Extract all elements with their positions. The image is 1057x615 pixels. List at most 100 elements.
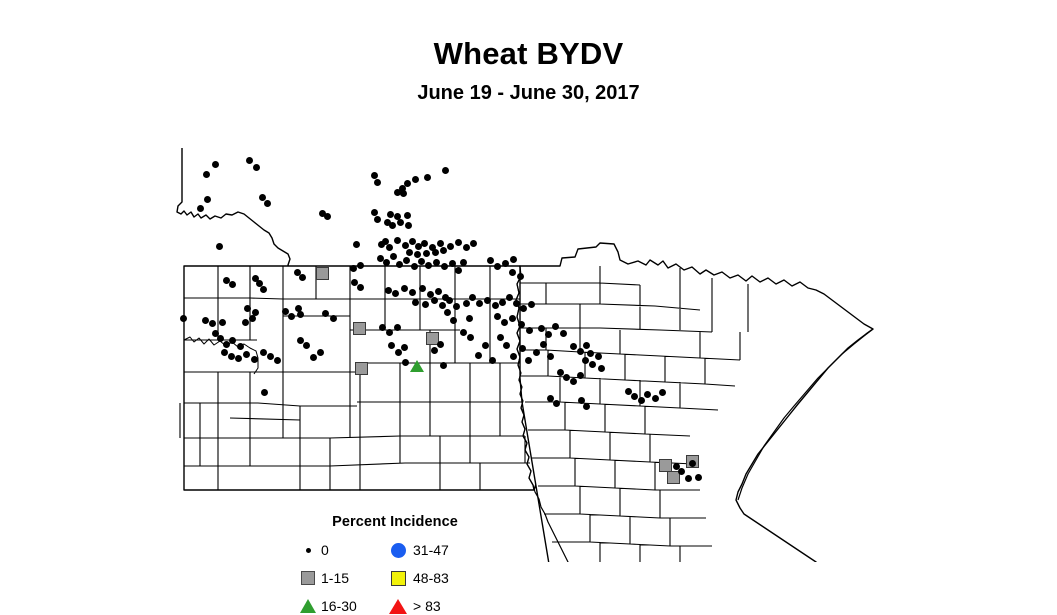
- map-marker-dot: [228, 336, 236, 344]
- map-marker-dot: [443, 308, 451, 316]
- map-marker-dot: [684, 474, 692, 482]
- map-marker-dot: [532, 348, 540, 356]
- map-marker-gray-square: [354, 361, 368, 375]
- map-marker-dot: [388, 221, 396, 229]
- map-marker-dot: [493, 312, 501, 320]
- map-marker-dot: [350, 278, 358, 286]
- map-marker-dot: [576, 347, 584, 355]
- map-marker-dot: [241, 318, 249, 326]
- map-marker-dot: [418, 284, 426, 292]
- map-marker-gray-square: [315, 266, 329, 280]
- map-marker-dot: [228, 280, 236, 288]
- legend-label-gt-83: > 83: [413, 598, 441, 614]
- map-marker-dot: [581, 356, 589, 364]
- map-marker-dot: [630, 392, 638, 400]
- map-marker-dot: [505, 293, 513, 301]
- map-marker-dot: [403, 179, 411, 187]
- map-marker-dot: [439, 246, 447, 254]
- map-marker-dot: [376, 254, 384, 262]
- map-marker-dot: [562, 373, 570, 381]
- map-marker-dot: [475, 299, 483, 307]
- map-marker-dot: [405, 248, 413, 256]
- map-marker-dot: [434, 287, 442, 295]
- map-marker-dot: [220, 348, 228, 356]
- map-marker-dot: [468, 293, 476, 301]
- legend-symbol-31-47: [383, 541, 413, 559]
- map-marker-dot: [383, 218, 391, 226]
- map-marker-dot: [508, 268, 516, 276]
- map-marker-dot: [486, 256, 494, 264]
- map-marker-dot: [559, 329, 567, 337]
- map-marker-dot: [502, 341, 510, 349]
- map-marker-dot: [398, 184, 406, 192]
- map-marker-dot: [382, 258, 390, 266]
- map-marker-dot: [203, 195, 211, 203]
- map-marker-dot: [273, 356, 281, 364]
- map-marker-dot: [694, 473, 702, 481]
- map-marker-gray-square: [425, 331, 439, 345]
- map-marker-dot: [426, 290, 434, 298]
- map-marker-gray-square: [666, 470, 680, 484]
- map-marker-dot: [658, 388, 666, 396]
- map-marker-dot: [266, 352, 274, 360]
- map-marker-dot: [688, 459, 696, 467]
- red-triangle-icon: [389, 598, 407, 614]
- map-marker-dot: [401, 358, 409, 366]
- map-marker-dot: [496, 333, 504, 341]
- map-marker-dot: [439, 361, 447, 369]
- map-marker-dot: [208, 319, 216, 327]
- legend-symbol-16-30: [295, 597, 321, 615]
- map-marker-dot: [551, 322, 559, 330]
- map-marker-dot: [287, 312, 295, 320]
- map-marker-dot: [539, 340, 547, 348]
- map-marker-dot: [202, 170, 210, 178]
- map-marker-dot: [400, 284, 408, 292]
- map-marker-dot: [440, 262, 448, 270]
- map-marker-dot: [594, 352, 602, 360]
- map-marker-dot: [430, 296, 438, 304]
- legend-items: 0 31-47 1-15 48-83 16-30 > 83: [295, 541, 495, 615]
- map-marker-dot: [410, 262, 418, 270]
- title-block: Wheat BYDV June 19 - June 30, 2017: [0, 37, 1057, 104]
- map-marker-dot: [491, 301, 499, 309]
- map-marker-dot: [516, 272, 524, 280]
- map-marker-dot: [438, 301, 446, 309]
- map-marker-dot: [414, 242, 422, 250]
- map-marker-dot: [321, 309, 329, 317]
- map-legend: Percent Incidence 0 31-47 1-15 48-83 16-…: [295, 514, 495, 615]
- legend-label-31-47: 31-47: [413, 542, 449, 558]
- map-marker-dot: [512, 299, 520, 307]
- map-marker-dot: [384, 286, 392, 294]
- map-marker-dot: [488, 356, 496, 364]
- map-marker-dot: [556, 368, 564, 376]
- map-marker-dot: [215, 242, 223, 250]
- map-marker-dot: [462, 299, 470, 307]
- map-marker-dot: [417, 257, 425, 265]
- map-marker-dot: [402, 256, 410, 264]
- map-marker-dot: [234, 354, 242, 362]
- map-marker-dot: [401, 241, 409, 249]
- map-marker-dot: [373, 215, 381, 223]
- map-marker-dot: [519, 304, 527, 312]
- map-marker-dot: [252, 163, 260, 171]
- map-marker-dot: [400, 343, 408, 351]
- legend-symbol-48-83: [383, 569, 413, 587]
- map-marker-dot: [378, 323, 386, 331]
- legend-label-48-83: 48-83: [413, 570, 449, 586]
- map-marker-dot: [518, 344, 526, 352]
- map-marker-dot: [373, 178, 381, 186]
- map-marker-dot: [298, 273, 306, 281]
- map-marker-dot: [546, 394, 554, 402]
- map-marker-dot: [259, 348, 267, 356]
- map-marker-dot: [201, 316, 209, 324]
- map-marker-dot: [259, 285, 267, 293]
- map-marker-dot: [387, 341, 395, 349]
- map-marker-dot: [430, 346, 438, 354]
- map-marker-dot: [250, 355, 258, 363]
- map-marker-dot: [672, 462, 680, 470]
- blue-circle-icon: [390, 542, 406, 558]
- legend-label-16-30: 16-30: [321, 598, 357, 614]
- map-marker-dot: [454, 266, 462, 274]
- map-marker-dot: [396, 218, 404, 226]
- map-marker-dot: [448, 259, 456, 267]
